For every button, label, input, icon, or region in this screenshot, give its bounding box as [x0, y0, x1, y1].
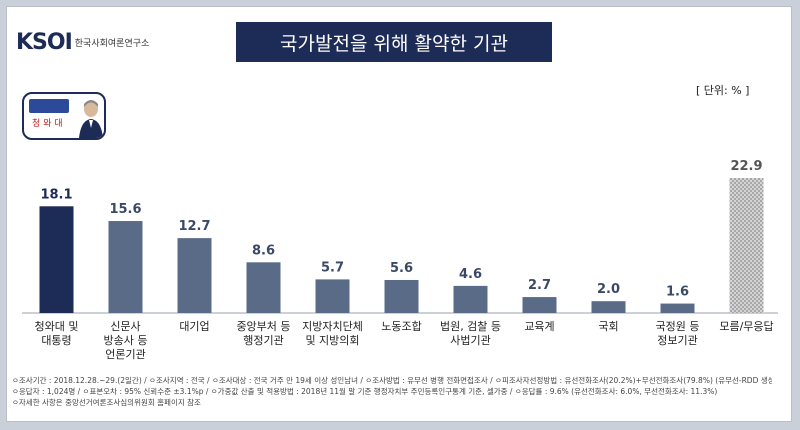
footer-line: ㅇ응답자 : 1,024명 / ㅇ표본오차 : 95% 신뢰수준 ±3.1%p …: [12, 387, 718, 396]
category-label: 법원, 검찰 등 사법기관: [440, 320, 501, 347]
category-label: 모름/무응답: [719, 320, 773, 333]
data-label: 18.1: [40, 187, 72, 202]
category-label: 신문사 방송사 등 언론기관: [104, 320, 148, 361]
bar: [177, 238, 212, 313]
bar: [453, 285, 488, 313]
category-label: 노동조합: [381, 320, 421, 333]
data-label: 5.6: [390, 261, 413, 276]
bar: [39, 206, 74, 313]
data-label: 2.0: [597, 282, 620, 297]
data-label: 15.6: [109, 202, 141, 217]
category-label: 대기업: [179, 320, 209, 333]
logo-subtitle: 한국사회여론연구소: [74, 39, 150, 49]
logo: KSOI 한국사회여론연구소: [16, 30, 149, 55]
unit-label: [ 단위: % ]: [696, 84, 750, 97]
bar: [522, 297, 557, 313]
logo-mark: KSOI: [16, 30, 73, 55]
category-label: 청와대 및 대통령: [35, 320, 79, 347]
portrait-icon: [79, 100, 103, 138]
bar: [315, 279, 350, 313]
chart-frame: [6, 6, 792, 422]
data-label: 12.7: [178, 219, 210, 234]
category-label: 국정원 등 정보기관: [656, 320, 700, 347]
blue-house-icon: [29, 99, 69, 113]
category-label: 국회: [598, 320, 618, 333]
category-label: 지방자치단체 및 지방의회: [302, 320, 363, 347]
data-label: 1.6: [666, 285, 689, 300]
data-label: 5.7: [321, 260, 344, 275]
bar: [384, 279, 419, 313]
cheongwadae-badge: 청 와 대: [22, 92, 106, 140]
category-label: 중앙부처 등 행정기관: [236, 320, 290, 347]
bar: [246, 262, 281, 313]
badge-label: 청 와 대: [32, 119, 63, 129]
bar: [591, 301, 626, 313]
survey-footer: ㅇ조사기간 : 2018.12.28.~29.(2일간) / ㅇ조사지역 : 전…: [12, 375, 772, 408]
bar: [108, 221, 143, 313]
category-label: 교육계: [524, 320, 554, 333]
bar: [729, 178, 764, 313]
footer-line: ㅇ조사기간 : 2018.12.28.~29.(2일간) / ㅇ조사지역 : 전…: [12, 376, 772, 385]
data-label: 8.6: [252, 243, 275, 258]
chart-title: 국가발전을 위해 활약한 기관: [236, 22, 552, 62]
bar-chart: 18.1 청와대 및 대통령 15.6 신문사 방송사 등 언론기관 12.7 대기업 8.6 중앙…: [22, 159, 778, 361]
bar: [660, 303, 695, 313]
footer-line: ㅇ자세한 사항은 중앙선거여론조사심의위원회 홈페이지 참조: [12, 398, 201, 407]
data-label: 2.7: [528, 278, 551, 293]
data-label: 22.9: [730, 159, 762, 174]
data-label: 4.6: [459, 267, 482, 282]
